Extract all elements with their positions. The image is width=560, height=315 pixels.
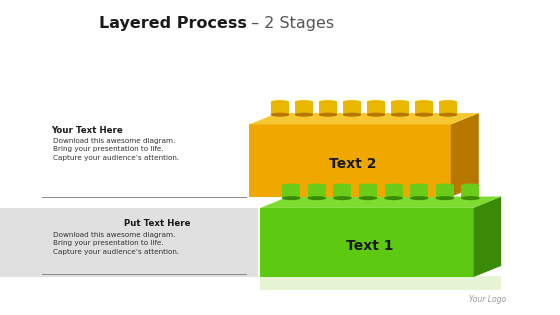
Text: Download this awesome diagram.
Bring your presentation to life.
Capture your aud: Download this awesome diagram. Bring you… <box>53 232 179 255</box>
Ellipse shape <box>319 113 338 117</box>
Ellipse shape <box>438 100 458 104</box>
Polygon shape <box>260 208 473 277</box>
Polygon shape <box>333 186 351 198</box>
Ellipse shape <box>414 113 433 117</box>
Ellipse shape <box>414 100 433 104</box>
Ellipse shape <box>410 196 428 200</box>
Polygon shape <box>385 186 403 198</box>
Ellipse shape <box>461 196 480 200</box>
Text: Your Logo: Your Logo <box>469 295 506 304</box>
Ellipse shape <box>461 184 480 187</box>
Ellipse shape <box>343 100 361 104</box>
Ellipse shape <box>282 196 301 200</box>
Polygon shape <box>367 102 385 115</box>
Text: – 2 Stages: – 2 Stages <box>246 16 334 31</box>
Polygon shape <box>271 102 289 115</box>
Ellipse shape <box>295 100 314 104</box>
Ellipse shape <box>333 196 352 200</box>
Ellipse shape <box>270 100 290 104</box>
Ellipse shape <box>367 113 385 117</box>
Ellipse shape <box>270 113 290 117</box>
Polygon shape <box>260 197 501 208</box>
Polygon shape <box>343 102 361 115</box>
Ellipse shape <box>410 184 428 187</box>
Polygon shape <box>461 186 479 198</box>
Polygon shape <box>249 124 451 197</box>
Ellipse shape <box>307 184 326 187</box>
Polygon shape <box>359 186 377 198</box>
Polygon shape <box>451 113 479 197</box>
Ellipse shape <box>384 184 403 187</box>
Text: Layered Process: Layered Process <box>99 16 246 31</box>
FancyBboxPatch shape <box>260 276 501 290</box>
Polygon shape <box>249 113 479 124</box>
Polygon shape <box>295 102 313 115</box>
Polygon shape <box>436 186 454 198</box>
Ellipse shape <box>384 196 403 200</box>
Ellipse shape <box>333 184 352 187</box>
Ellipse shape <box>319 100 338 104</box>
Polygon shape <box>415 102 433 115</box>
Ellipse shape <box>390 113 409 117</box>
Ellipse shape <box>343 113 361 117</box>
Ellipse shape <box>307 196 326 200</box>
Polygon shape <box>391 102 409 115</box>
Ellipse shape <box>282 184 301 187</box>
Polygon shape <box>473 197 501 277</box>
Polygon shape <box>319 102 337 115</box>
Ellipse shape <box>390 100 409 104</box>
Ellipse shape <box>435 184 454 187</box>
Ellipse shape <box>358 184 377 187</box>
Ellipse shape <box>435 196 454 200</box>
Polygon shape <box>308 186 326 198</box>
FancyBboxPatch shape <box>0 208 258 277</box>
Polygon shape <box>410 186 428 198</box>
Text: Download this awesome diagram.
Bring your presentation to life.
Capture your aud: Download this awesome diagram. Bring you… <box>53 138 179 161</box>
Polygon shape <box>282 186 300 198</box>
Ellipse shape <box>358 196 377 200</box>
Ellipse shape <box>295 113 314 117</box>
Ellipse shape <box>367 100 385 104</box>
Polygon shape <box>439 102 457 115</box>
Text: Text 2: Text 2 <box>329 157 376 171</box>
Text: Your Text Here: Your Text Here <box>51 126 123 135</box>
Text: Put Text Here: Put Text Here <box>124 219 190 228</box>
Ellipse shape <box>438 113 458 117</box>
Text: Text 1: Text 1 <box>346 239 393 253</box>
